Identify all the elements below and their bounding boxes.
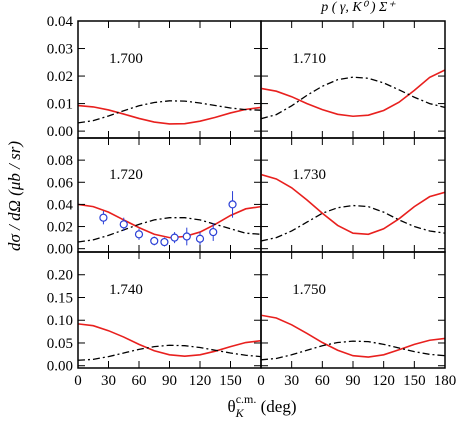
x-tick-label: 30 (101, 373, 116, 389)
x-tick-label: 60 (132, 373, 147, 389)
y-axis-label: dσ / dΩ (μb / sr) (5, 141, 24, 251)
data-point (150, 236, 159, 246)
x-label-unit: (deg) (256, 397, 296, 416)
curve (261, 314, 445, 358)
y-tick-label: 0.01 (47, 97, 73, 113)
x-tick-label: 150 (403, 373, 426, 389)
x-axis-label: θKc.m. (deg) (228, 392, 297, 420)
panel-label: 1.710 (292, 51, 326, 67)
x-label-symbol: θ (228, 397, 236, 416)
panel-label: 1.750 (292, 282, 326, 298)
curve (261, 204, 445, 242)
x-label-sub: K (235, 406, 245, 420)
x-tick-label: 120 (372, 373, 395, 389)
curve (261, 340, 445, 361)
x-tick-label: 30 (284, 373, 299, 389)
panel-frame (260, 251, 446, 369)
curve (78, 203, 261, 239)
panel-frame (260, 137, 446, 253)
y-tick-label: 0.04 (47, 197, 74, 213)
x-label-sup: c.m. (236, 392, 257, 406)
y-tick-label: 0.20 (47, 268, 73, 284)
y-tick-label: 0.02 (47, 69, 73, 85)
curve (78, 323, 261, 357)
panel-label: 1.740 (109, 282, 143, 298)
y-tick-label: 0.00 (47, 359, 73, 375)
data-point (170, 233, 179, 242)
x-tick-label: 90 (162, 373, 177, 389)
y-tick-label: 0.02 (47, 220, 73, 236)
curve (78, 217, 261, 243)
y-tick-label: 0.04 (47, 14, 74, 30)
figure-title: p ( γ, K⁰ ) Σ⁺ (320, 0, 396, 15)
panel-label: 1.720 (109, 167, 143, 183)
curve (78, 344, 261, 361)
data-point (182, 232, 191, 241)
y-tick-label: 0.00 (47, 242, 73, 258)
x-tick-label: 120 (189, 373, 212, 389)
curve (261, 69, 445, 118)
panel-frame (260, 20, 446, 139)
data-point (195, 234, 205, 243)
y-tick-label: 0.08 (47, 153, 73, 169)
y-tick-label: 0.15 (47, 290, 73, 306)
x-tick-label: 0 (74, 373, 82, 389)
panel-label: 1.700 (109, 51, 143, 67)
x-tick-label: 60 (315, 373, 330, 389)
y-tick-label: 0.06 (47, 175, 74, 191)
y-tick-label: 0.00 (47, 124, 73, 140)
y-tick-label: 0.05 (47, 336, 73, 352)
curve (78, 104, 261, 125)
panel-frame (77, 251, 262, 369)
data-point (209, 227, 218, 237)
data-point (119, 220, 128, 229)
data-point (160, 237, 169, 247)
x-tick-label: 90 (346, 373, 361, 389)
panel-label: 1.730 (292, 167, 326, 183)
y-tick-label: 0.10 (47, 313, 73, 329)
data-point (99, 213, 108, 222)
x-tick-label: 0 (257, 373, 265, 389)
panel-frame (77, 20, 262, 139)
curve (78, 100, 261, 124)
x-tick-label: 150 (219, 373, 242, 389)
x-tick-label: 180 (434, 373, 457, 389)
data-point (228, 200, 237, 209)
curve (261, 173, 445, 236)
curve (261, 76, 445, 120)
data-point (134, 230, 144, 239)
y-tick-label: 0.03 (47, 42, 73, 58)
panel-frame (77, 137, 262, 253)
